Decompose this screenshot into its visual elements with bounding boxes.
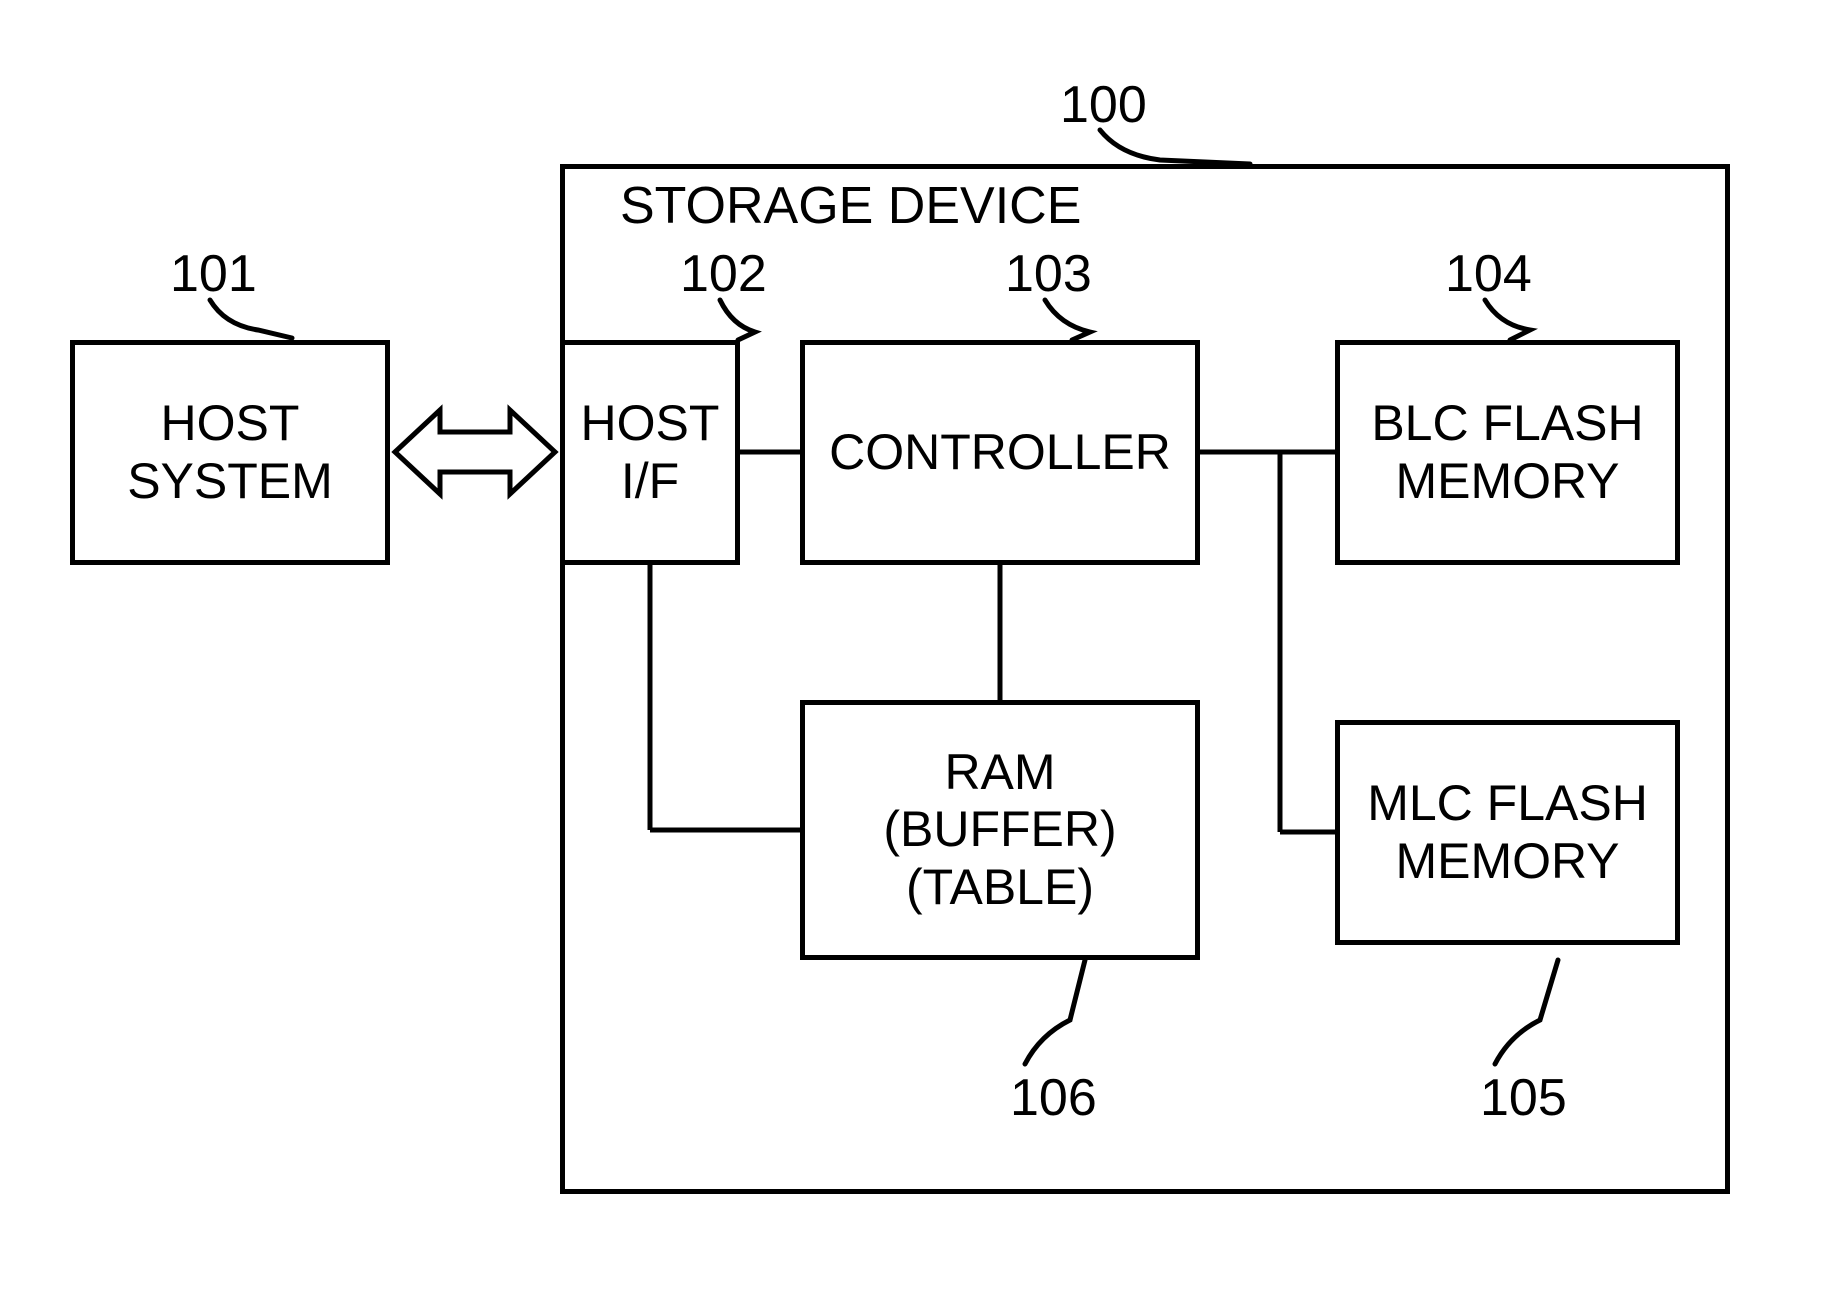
ram-buffer-table-block: RAM(BUFFER)(TABLE) <box>800 700 1200 960</box>
block-text-line: MLC FLASH <box>1367 775 1648 833</box>
block-text-line: HOST <box>581 395 720 453</box>
block-text-line: HOST <box>161 395 300 453</box>
block-text-line: RAM <box>944 744 1055 802</box>
ref-106: 106 <box>1010 1068 1097 1128</box>
ref-104: 104 <box>1445 244 1532 304</box>
ref-105: 105 <box>1480 1068 1567 1128</box>
ref-103: 103 <box>1005 244 1092 304</box>
mlc-flash-memory-block: MLC FLASHMEMORY <box>1335 720 1680 945</box>
block-text-line: CONTROLLER <box>829 424 1171 482</box>
block-text-line: MEMORY <box>1395 833 1619 891</box>
blc-flash-memory-block: BLC FLASHMEMORY <box>1335 340 1680 565</box>
storage-device-container <box>560 164 1730 1194</box>
ref-101: 101 <box>170 244 257 304</box>
block-text-line: BLC FLASH <box>1371 395 1643 453</box>
block-text-line: SYSTEM <box>127 453 333 511</box>
ref-100: 100 <box>1060 75 1147 135</box>
block-text-line: (BUFFER) <box>883 801 1116 859</box>
controller-block: CONTROLLER <box>800 340 1200 565</box>
host-system-block: HOSTSYSTEM <box>70 340 390 565</box>
diagram-canvas: STORAGE DEVICE HOSTSYSTEM HOSTI/F CONTRO… <box>0 0 1833 1290</box>
block-text-line: MEMORY <box>1395 453 1619 511</box>
ref-102: 102 <box>680 244 767 304</box>
block-text-line: (TABLE) <box>906 859 1094 917</box>
host-if-block: HOSTI/F <box>560 340 740 565</box>
block-text-line: I/F <box>621 453 679 511</box>
storage-device-title: STORAGE DEVICE <box>620 176 1081 236</box>
